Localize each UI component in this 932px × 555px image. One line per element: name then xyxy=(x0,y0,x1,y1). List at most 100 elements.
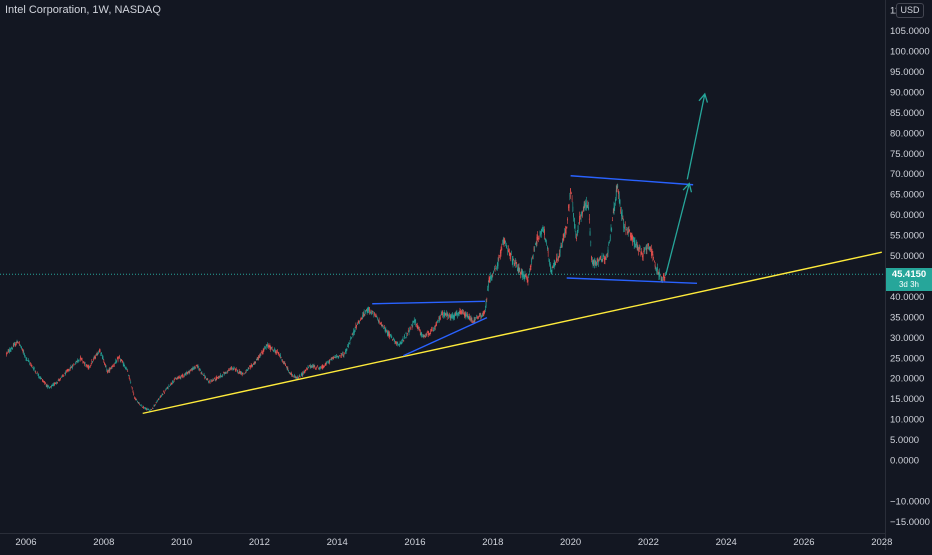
candle-body xyxy=(236,369,238,372)
x-tick-label: 2020 xyxy=(560,537,581,548)
candle-body xyxy=(288,370,289,372)
candle-body xyxy=(618,190,619,194)
trendline-drawing[interactable] xyxy=(570,175,694,186)
candle-body xyxy=(115,360,117,363)
trendline-drawing[interactable] xyxy=(372,300,486,305)
candle-body xyxy=(505,241,506,243)
trendline-drawing[interactable] xyxy=(142,251,882,415)
x-tick-label: 2026 xyxy=(793,537,814,548)
candle-body xyxy=(482,312,484,314)
candle-body xyxy=(104,362,105,365)
candle-body xyxy=(56,382,58,384)
candle-body xyxy=(449,315,451,318)
currency-button[interactable]: USD xyxy=(896,3,924,18)
y-tick-label: 100.0000 xyxy=(890,47,930,58)
candle-body xyxy=(479,314,481,316)
candle-body xyxy=(582,211,583,214)
candle-body xyxy=(374,313,375,315)
candle-body xyxy=(475,316,477,318)
candle-body xyxy=(266,345,268,346)
candle-body xyxy=(21,348,23,350)
candle-body xyxy=(614,206,616,209)
candle-body xyxy=(426,333,428,335)
candle-body xyxy=(24,354,25,356)
symbol-title[interactable]: Intel Corporation, 1W, NASDAQ xyxy=(5,4,161,16)
arrow-drawing[interactable] xyxy=(686,93,706,180)
candle-body xyxy=(484,310,485,313)
candle-body xyxy=(144,407,146,409)
candle-body xyxy=(6,352,8,353)
candle-body xyxy=(452,316,454,318)
candle-body xyxy=(202,373,203,375)
candle-body xyxy=(203,374,205,376)
candle-body xyxy=(588,206,589,210)
time-axis[interactable]: 2006 2008 2010 2012 2014 2016 2018 2020 2022 2024… xyxy=(15,537,892,548)
candle-body xyxy=(253,364,254,365)
candle-body xyxy=(201,371,203,373)
candle-body xyxy=(17,342,19,344)
candle-body xyxy=(660,275,661,277)
candle-body xyxy=(187,372,188,375)
x-tick-label: 2008 xyxy=(93,537,114,548)
candle-body xyxy=(633,241,635,245)
trendline-drawing[interactable] xyxy=(566,277,698,285)
candle-body xyxy=(523,276,525,279)
candle-body xyxy=(623,222,625,228)
candle-body xyxy=(49,387,51,389)
candle-body xyxy=(415,321,417,325)
candle-body xyxy=(414,320,416,321)
candle-body xyxy=(321,366,323,369)
candle-body xyxy=(272,349,274,351)
candle-body xyxy=(470,318,471,320)
candle-body xyxy=(77,360,78,362)
candle-body xyxy=(103,360,105,362)
y-tick-label: 90.0000 xyxy=(890,87,924,98)
candle-body xyxy=(84,362,85,365)
candle-body xyxy=(95,356,96,359)
candle-body xyxy=(635,244,637,248)
candle-body xyxy=(422,336,423,337)
candle-body xyxy=(250,365,251,368)
candle-body xyxy=(369,307,370,312)
candle-body xyxy=(151,409,153,411)
candle-body xyxy=(565,228,567,233)
candle-body xyxy=(547,251,549,253)
candle-body xyxy=(109,368,111,372)
candle-body xyxy=(388,332,390,337)
candle-body xyxy=(536,236,538,245)
candle-body xyxy=(194,366,196,368)
candle-body xyxy=(232,367,234,370)
candle-body xyxy=(69,370,70,372)
candle-body xyxy=(140,404,142,406)
candle-body xyxy=(603,254,604,257)
trendline-drawing[interactable] xyxy=(403,317,488,357)
candle-body xyxy=(472,322,473,323)
candle-body xyxy=(327,362,329,364)
candle-body xyxy=(344,353,346,355)
candle-body xyxy=(231,367,233,369)
candle-body xyxy=(430,330,432,334)
candle-body xyxy=(150,409,152,411)
candle-body xyxy=(363,313,364,317)
candle-body xyxy=(410,324,412,326)
candle-body xyxy=(107,370,109,371)
candle-body xyxy=(625,230,627,231)
candle-body xyxy=(660,276,662,281)
candle-body xyxy=(229,369,230,371)
candle-body xyxy=(411,326,413,328)
candle-body xyxy=(600,256,601,259)
candle-body xyxy=(104,363,106,367)
candle-body xyxy=(422,335,424,337)
candle-body xyxy=(308,367,310,368)
price-axis[interactable]: 105.0000 100.0000 95.0000 90.0000 85.0000 80.… xyxy=(890,6,930,528)
candle-body xyxy=(639,246,640,250)
arrow-drawing[interactable] xyxy=(665,183,690,275)
candle-body xyxy=(437,321,439,323)
candle-body xyxy=(282,360,283,362)
candle-body xyxy=(431,328,433,330)
candle-body xyxy=(101,355,103,359)
candle-body xyxy=(54,383,55,385)
candle-body xyxy=(599,257,601,260)
